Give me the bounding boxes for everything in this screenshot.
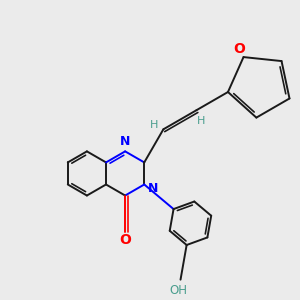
Text: OH: OH (170, 284, 188, 297)
Text: N: N (120, 134, 130, 148)
Text: H: H (150, 120, 158, 130)
Text: O: O (119, 233, 131, 247)
Text: H: H (197, 116, 205, 125)
Text: N: N (148, 182, 159, 195)
Text: O: O (233, 42, 245, 56)
